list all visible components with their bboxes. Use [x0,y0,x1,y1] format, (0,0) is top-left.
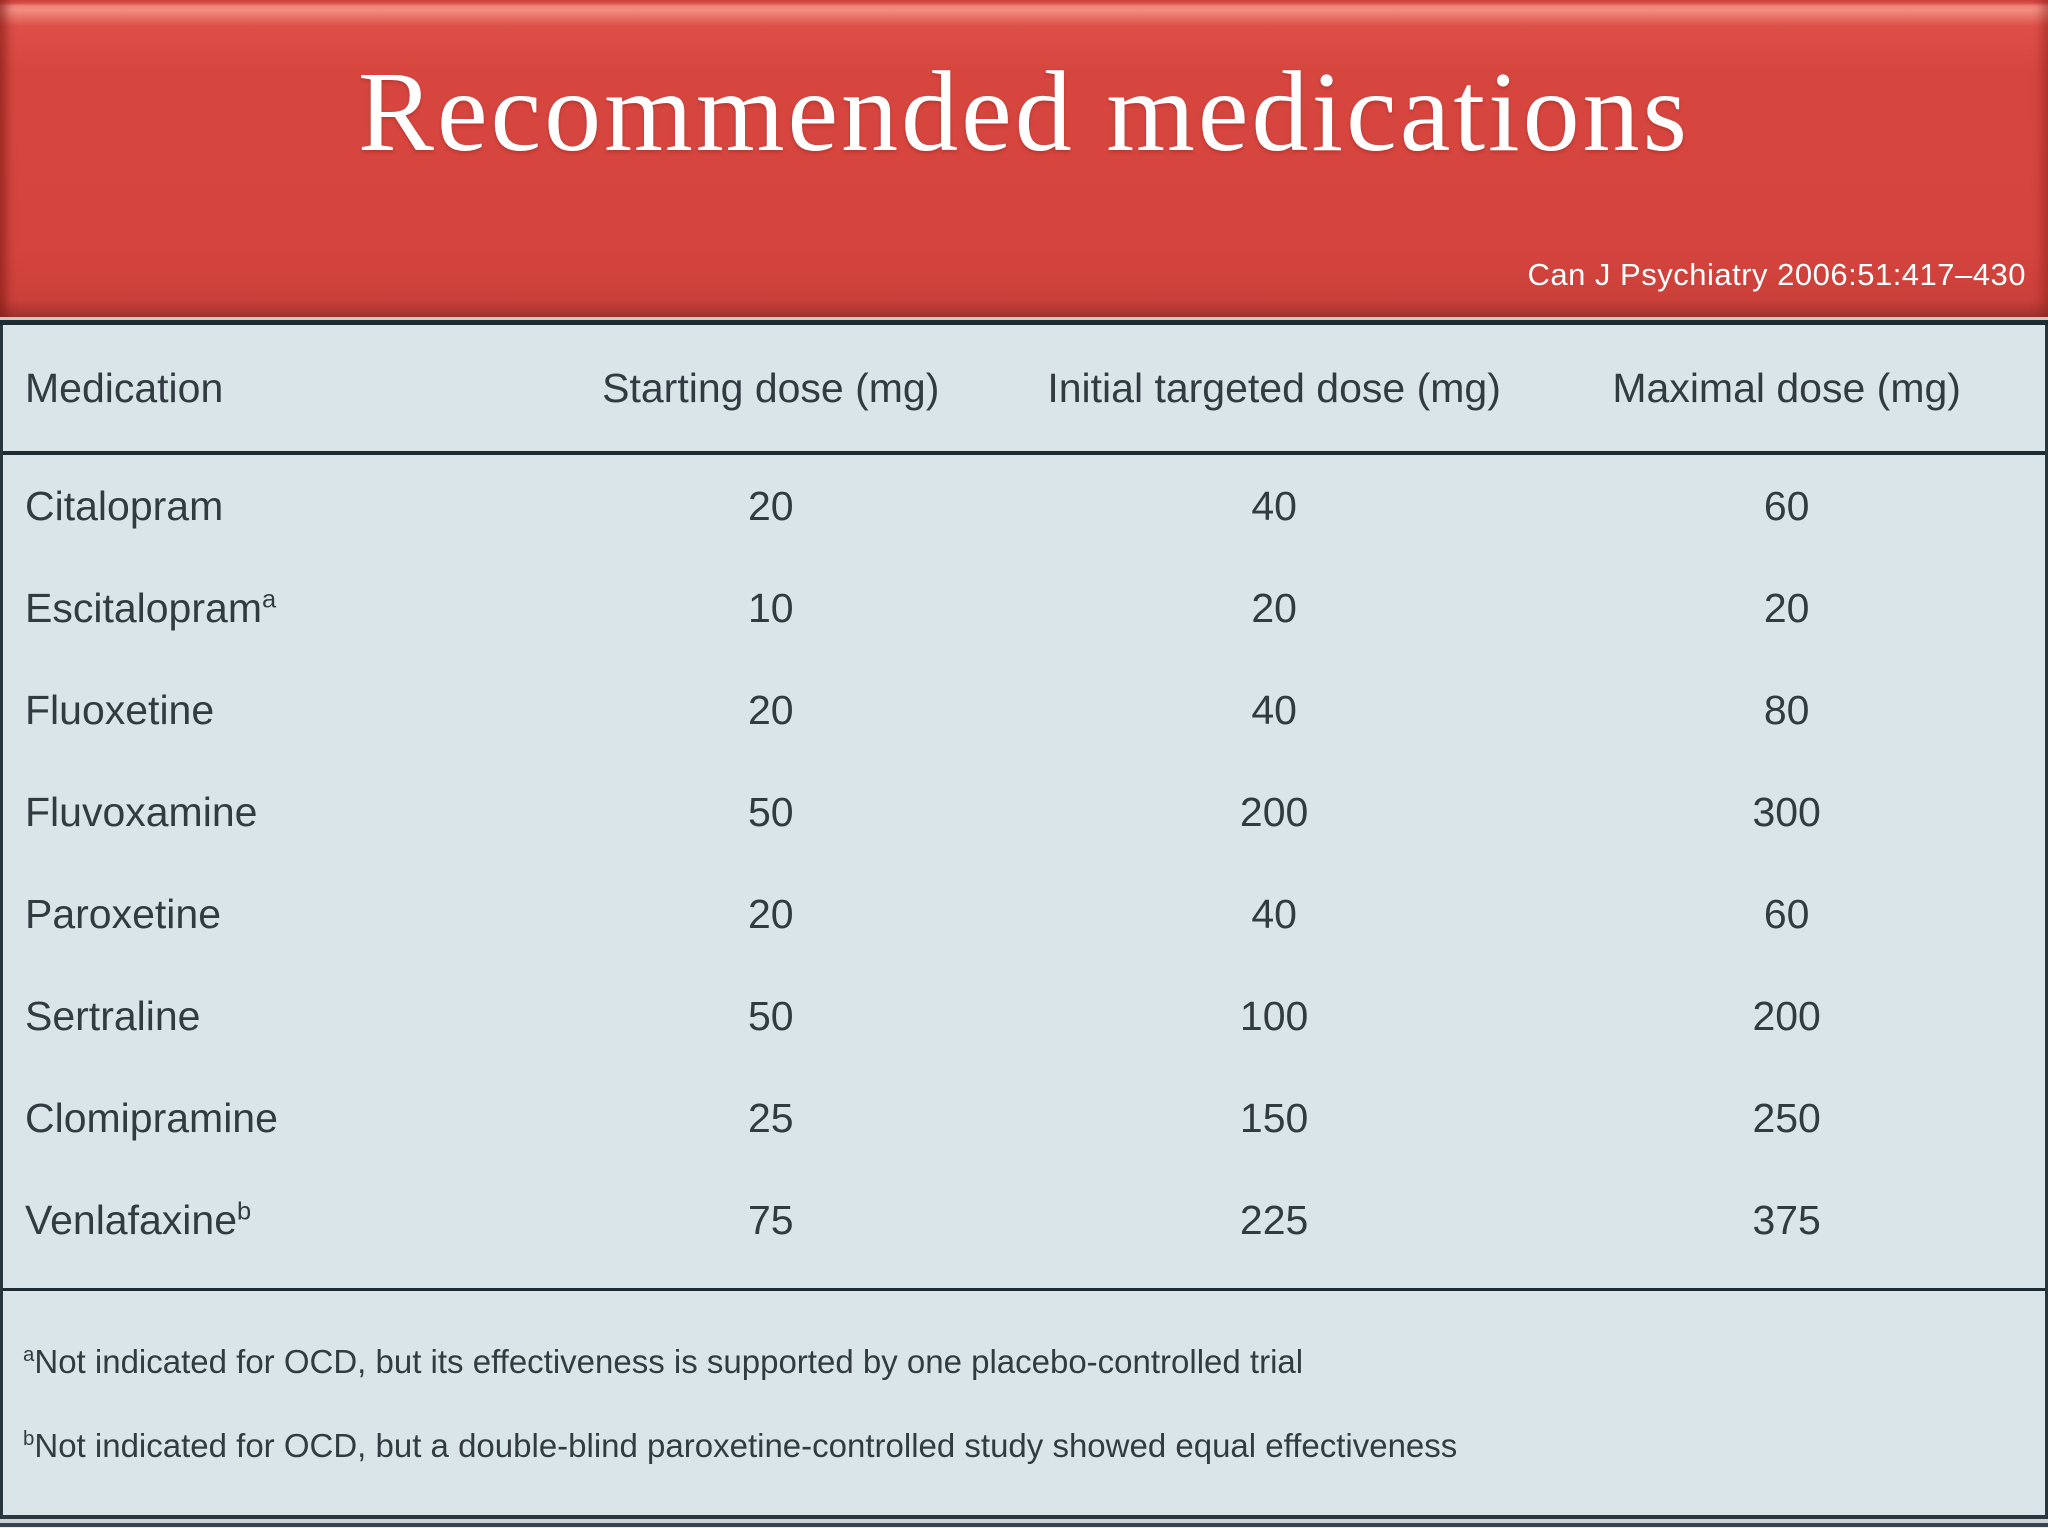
starting-dose-value: 75 [747,1196,794,1243]
column-header-starting-dose: Starting dose (mg) [602,364,940,411]
maximal-dose-value: 300 [1752,788,1821,835]
initial-dose-value: 40 [1251,686,1297,733]
table-row-fluoxetine: Fluoxetine 20 40 80 [3,659,2045,761]
maximal-dose-value: 250 [1752,1094,1821,1141]
maximal-dose-value: 60 [1763,890,1810,937]
medication-name: Fluoxetine [25,686,215,733]
initial-dose-value: 200 [1239,788,1309,835]
medication-name: Citalopram [25,482,224,529]
footnote-a-text: Not indicated for OCD, but its effective… [34,1343,1304,1380]
maximal-dose-value: 80 [1763,686,1810,733]
maximal-dose-value: 375 [1752,1196,1821,1243]
table-row-citalopram: Citalopram 20 40 60 [3,455,2045,557]
starting-dose-value: 20 [747,890,794,937]
footnotes: aNot indicated for OCD, but its effectiv… [3,1291,2045,1465]
initial-dose-value: 20 [1251,584,1297,631]
medication-name: Clomipramine [25,1094,278,1141]
footnote-marker: b [237,1196,252,1225]
table-row-sertraline: Sertraline 50 100 200 [3,965,2045,1067]
medication-name: Fluvoxamine [25,788,258,835]
bottom-double-line [0,1515,2048,1528]
table-body: Citalopram 20 40 60 Escitaloprama 10 20 … [3,455,2045,1291]
title-banner: Recommended medications Can J Psychiatry… [0,0,2048,317]
medication-name: Venlafaxine [25,1196,238,1243]
maximal-dose-value: 20 [1763,584,1810,631]
starting-dose-value: 20 [747,482,794,529]
starting-dose-value: 20 [747,686,794,733]
footnote-marker: a [261,584,277,613]
maximal-dose-value: 60 [1763,482,1810,529]
footnote-b: bNot indicated for OCD, but a double-bli… [23,1427,2015,1465]
slide-title: Recommended medications [357,48,1691,175]
footnote-a: aNot indicated for OCD, but its effectiv… [23,1343,2015,1381]
table-row-escitalopram: Escitaloprama 10 20 20 [3,557,2045,659]
column-header-maximal-dose: Maximal dose (mg) [1612,364,1961,411]
footnote-b-marker: b [23,1426,35,1450]
medication-name: Escitalopram [25,584,262,631]
citation: Can J Psychiatry 2006:51:417–430 [1527,257,2026,292]
banner-separator-line [0,317,2048,325]
column-header-initial-targeted-dose: Initial targeted dose (mg) [1047,364,1501,411]
initial-dose-value: 40 [1251,890,1297,937]
table-row-fluvoxamine: Fluvoxamine 50 200 300 [3,761,2045,863]
starting-dose-value: 25 [747,1094,794,1141]
starting-dose-value: 50 [747,992,794,1039]
maximal-dose-value: 200 [1752,992,1821,1039]
column-header-medication: Medication [25,364,224,411]
initial-dose-value: 40 [1251,482,1297,529]
initial-dose-value: 150 [1239,1094,1309,1141]
table-row-clomipramine: Clomipramine 25 150 250 [3,1067,2045,1169]
starting-dose-value: 10 [747,584,794,631]
initial-dose-value: 100 [1239,992,1309,1039]
initial-dose-value: 225 [1239,1196,1309,1243]
table-row-paroxetine: Paroxetine 20 40 60 [3,863,2045,965]
medication-name: Sertraline [25,992,201,1039]
table-row-venlafaxine: Venlafaxineb 75 225 375 [3,1169,2045,1271]
medication-name: Paroxetine [25,890,222,937]
medication-dose-table: Medication Starting dose (mg) Initial ta… [0,325,2048,1515]
starting-dose-value: 50 [747,788,794,835]
footnote-b-text: Not indicated for OCD, but a double-blin… [34,1426,1458,1464]
table-header-row: Medication Starting dose (mg) Initial ta… [3,325,2045,455]
footnote-a-marker: a [23,1343,35,1366]
